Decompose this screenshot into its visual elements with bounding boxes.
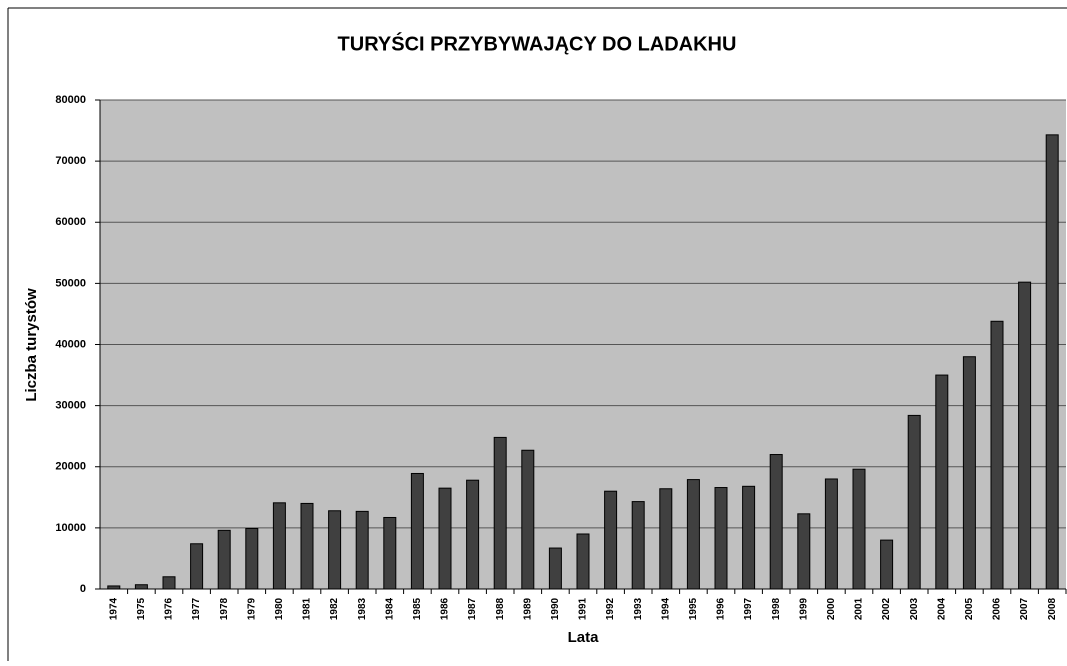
- x-tick-label: 1991: [578, 597, 589, 620]
- x-tick-label: 1986: [440, 597, 451, 620]
- bar: [107, 585, 121, 590]
- bar: [686, 479, 700, 590]
- x-tick-label: 2008: [1047, 597, 1058, 620]
- bar: [990, 320, 1004, 590]
- x-tick-label: 1995: [688, 597, 699, 620]
- bar: [438, 487, 452, 590]
- x-tick-label: 1992: [605, 597, 616, 620]
- x-tick-label: 2000: [826, 597, 837, 620]
- chart-title: TURYŚCI PRZYBYWAJĄCY DO LADAKHU: [338, 31, 737, 55]
- x-tick-label: 1981: [302, 597, 313, 620]
- x-tick-label: 2005: [964, 597, 975, 620]
- bar: [714, 487, 728, 590]
- bar: [466, 479, 480, 590]
- bar: [328, 510, 342, 590]
- x-tick-label: 1993: [633, 597, 644, 620]
- bar: [521, 449, 535, 590]
- bar: [576, 533, 590, 590]
- y-tick-label: 0: [80, 583, 86, 595]
- bar: [604, 490, 618, 590]
- y-tick-label: 80000: [55, 94, 86, 106]
- bar: [852, 468, 866, 590]
- x-tick-label: 1988: [495, 597, 506, 620]
- x-tick-label: 1985: [412, 597, 423, 620]
- bar: [880, 539, 894, 590]
- x-tick-label: 1999: [798, 597, 809, 620]
- bar: [493, 436, 507, 590]
- bar: [245, 527, 259, 590]
- y-tick-label: 30000: [55, 400, 86, 412]
- x-tick-label: 1996: [716, 597, 727, 620]
- x-tick-label: 1994: [660, 597, 671, 620]
- bar: [300, 502, 314, 590]
- x-tick-label: 2006: [992, 597, 1003, 620]
- x-tick-label: 2007: [1019, 597, 1030, 620]
- y-tick-label: 50000: [55, 277, 86, 289]
- bar: [383, 516, 397, 590]
- x-tick-label: 2003: [909, 597, 920, 620]
- x-tick-label: 2004: [936, 597, 947, 620]
- bar: [907, 414, 921, 590]
- bar: [797, 513, 811, 590]
- bar: [1018, 281, 1032, 590]
- x-tick-label: 2002: [881, 597, 892, 620]
- x-tick-label: 1984: [384, 597, 395, 620]
- x-tick-label: 1979: [246, 597, 257, 620]
- x-tick-label: 1975: [136, 597, 147, 620]
- bar: [410, 472, 424, 590]
- bar: [631, 501, 645, 590]
- x-tick-label: 1977: [191, 597, 202, 620]
- x-tick-label: 1998: [771, 597, 782, 620]
- y-axis-title: Liczba turystów: [23, 288, 40, 402]
- bar: [824, 478, 838, 590]
- bar: [1045, 134, 1059, 590]
- bar: [548, 547, 562, 590]
- x-tick-label: 1983: [357, 597, 368, 620]
- y-tick-label: 70000: [55, 155, 86, 167]
- bar: [935, 374, 949, 590]
- y-tick-label: 10000: [55, 522, 86, 534]
- y-tick-label: 40000: [55, 338, 86, 350]
- bar: [659, 488, 673, 590]
- bar: [962, 356, 976, 590]
- x-tick-label: 1997: [743, 597, 754, 620]
- bar: [355, 510, 369, 590]
- y-tick-label: 20000: [55, 461, 86, 473]
- x-tick-label: 1987: [467, 597, 478, 620]
- x-tick-label: 2001: [854, 597, 865, 620]
- bar: [162, 576, 176, 590]
- bar: [217, 529, 231, 590]
- bar: [769, 454, 783, 590]
- y-tick-label: 60000: [55, 216, 86, 228]
- bar: [742, 485, 756, 590]
- bar: [134, 584, 148, 590]
- x-tick-label: 1989: [522, 597, 533, 620]
- bar: [272, 502, 286, 590]
- x-tick-label: 1976: [164, 597, 175, 620]
- bar: [190, 543, 204, 590]
- x-tick-label: 1980: [274, 597, 285, 620]
- x-tick-label: 1978: [219, 597, 230, 620]
- x-tick-label: 1974: [108, 597, 119, 620]
- x-tick-label: 1982: [329, 597, 340, 620]
- x-axis-title: Lata: [568, 629, 600, 646]
- x-tick-label: 1990: [550, 597, 561, 620]
